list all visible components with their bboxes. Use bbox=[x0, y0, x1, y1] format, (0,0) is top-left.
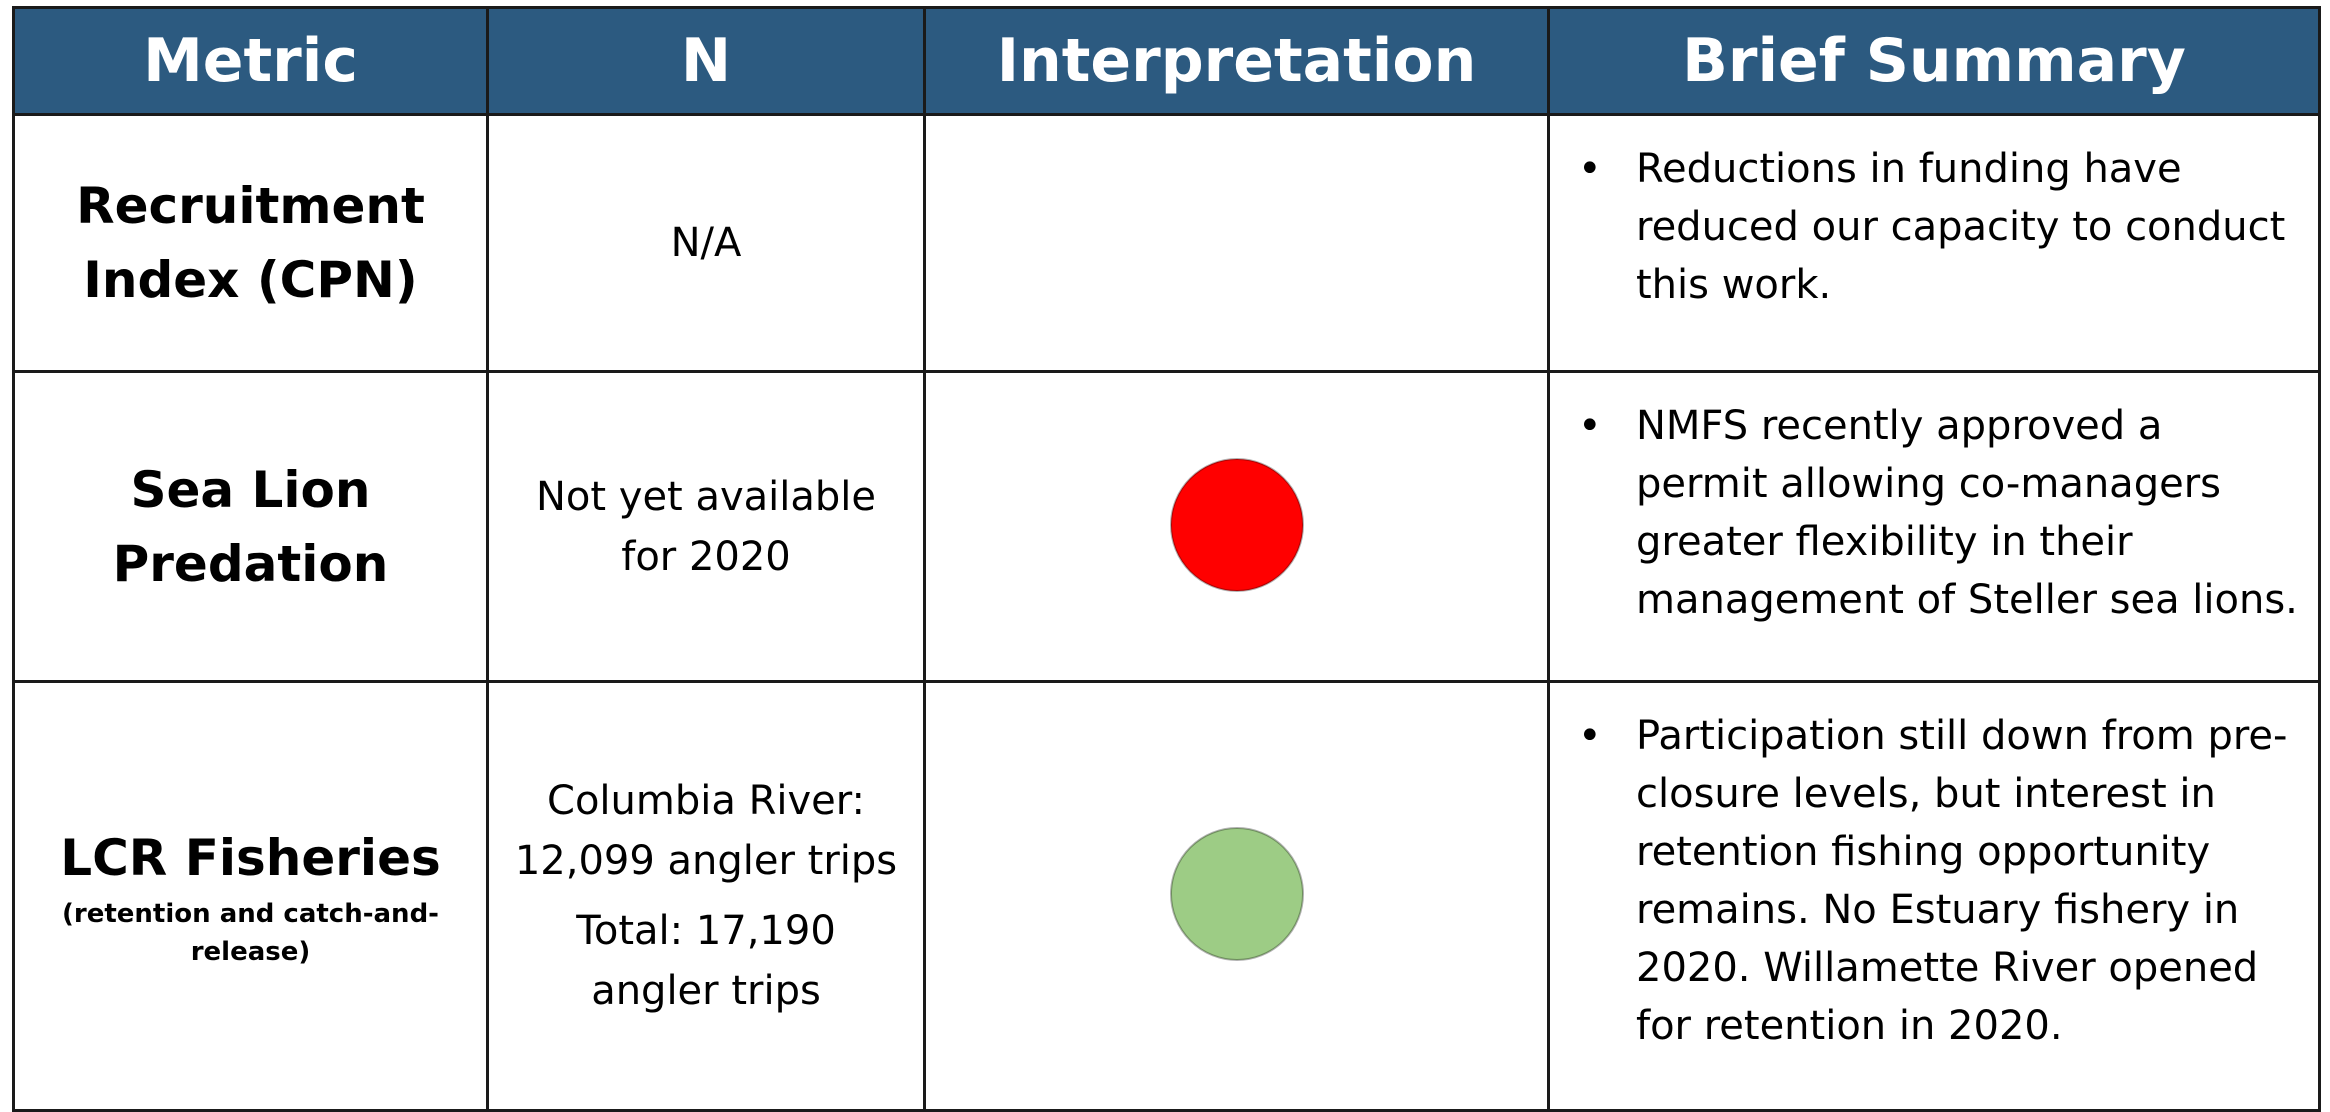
metric-label: LCR Fisheries bbox=[60, 829, 441, 887]
interpretation-cell bbox=[923, 680, 1550, 1112]
row: Sea Lion Predation Not yet available for … bbox=[12, 370, 2321, 683]
metric-note: (retention and catch-and-release) bbox=[62, 899, 439, 967]
interpretation-cell bbox=[923, 113, 1550, 373]
n-cell: Not yet available for 2020 bbox=[486, 370, 926, 683]
n-text: Not yet available for 2020 bbox=[535, 473, 877, 580]
summary-bullet: Reductions in funding have reduced our c… bbox=[1578, 140, 2304, 314]
row: LCR Fisheries (retention and catch-and-re… bbox=[12, 680, 2321, 1112]
indicator bbox=[1169, 827, 1304, 961]
table-container: Metric N Interpretation Brief Summary Re… bbox=[12, 6, 2321, 1112]
metric-cell: Recruitment Index (CPN) bbox=[12, 113, 489, 373]
n-cell: N/A bbox=[486, 113, 926, 373]
metric-cell: LCR Fisheries (retention and catch-and-re… bbox=[12, 680, 489, 1112]
summary-list: Reductions in funding have reduced our c… bbox=[1578, 140, 2304, 314]
n-text: Total: 17,190 angler trips bbox=[576, 908, 836, 1014]
header-cell: N bbox=[486, 6, 926, 116]
status-circle bbox=[1169, 457, 1304, 592]
summary-cell: Participation still down from pre-closur… bbox=[1547, 680, 2321, 1112]
header-row: Metric N Interpretation Brief Summary bbox=[12, 6, 2321, 116]
n-text: N/A bbox=[670, 220, 742, 266]
table-body: Recruitment Index (CPN) N/A Reductions in … bbox=[12, 113, 2321, 1112]
interpretation-cell bbox=[923, 370, 1550, 683]
summary-list: Participation still down from pre-closur… bbox=[1578, 707, 2304, 1055]
summary-cell: NMFS recently approved a permit allowing… bbox=[1547, 370, 2321, 683]
summary-bullet: Participation still down from pre-closur… bbox=[1578, 707, 2304, 1055]
header-cell: Interpretation bbox=[923, 6, 1550, 116]
status-circle bbox=[1169, 827, 1304, 961]
metric-label: Recruitment Index (CPN) bbox=[76, 177, 425, 309]
metric-label: Sea Lion Predation bbox=[112, 460, 389, 593]
indicator bbox=[1169, 457, 1304, 592]
metric-cell: Sea Lion Predation bbox=[12, 370, 489, 683]
n-text: Columbia River: 12,099 angler trips bbox=[514, 778, 898, 884]
header-cell: Metric bbox=[12, 6, 489, 116]
header-cell: Brief Summary bbox=[1547, 6, 2321, 116]
n-cell: Columbia River: 12,099 angler trips Total… bbox=[486, 680, 926, 1112]
row: Recruitment Index (CPN) N/A Reductions in … bbox=[12, 113, 2321, 373]
summary-list: NMFS recently approved a permit allowing… bbox=[1578, 397, 2304, 629]
summary-bullet: NMFS recently approved a permit allowing… bbox=[1578, 397, 2304, 629]
summary-cell: Reductions in funding have reduced our c… bbox=[1547, 113, 2321, 373]
metrics-table: Metric N Interpretation Brief Summary Re… bbox=[12, 6, 2321, 1112]
page: Metric N Interpretation Brief Summary Re… bbox=[0, 0, 2330, 1040]
